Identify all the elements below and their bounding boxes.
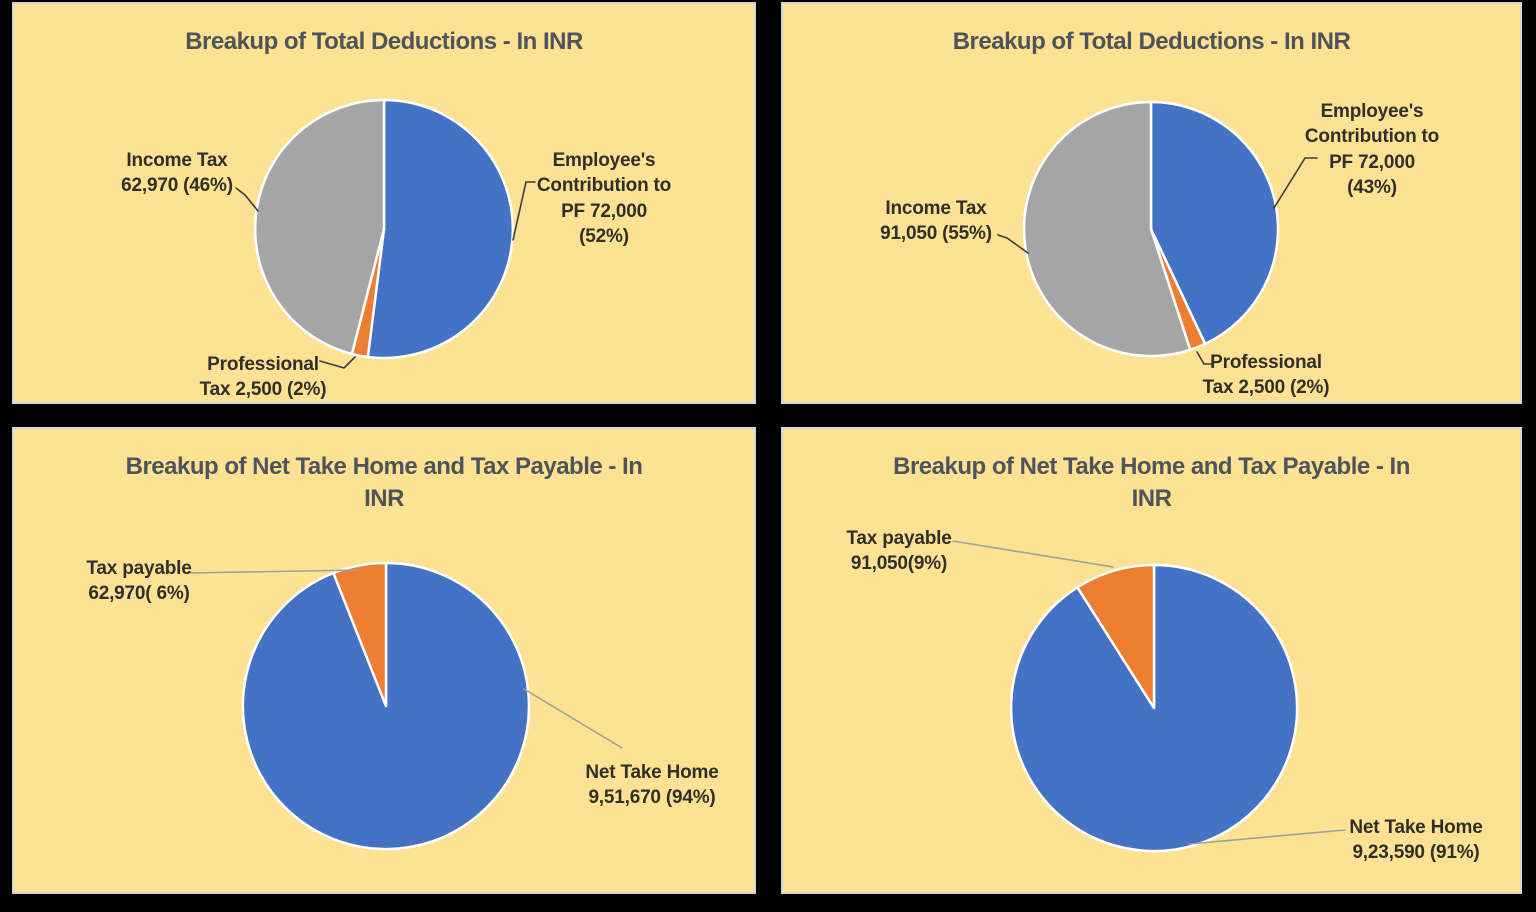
chart-panel-total-deductions-2: Breakup of Total Deductions - In INR Inc… [781, 2, 1522, 404]
leader-lines [952, 540, 1346, 845]
chart-title-line: Breakup of Net Take Home and Tax Payable… [125, 453, 643, 480]
pie-slice-employees-pf [366, 98, 515, 360]
data-label-employees-pf: Employee's Contribution to PF 72,000 (52… [519, 148, 689, 250]
chart-panel-total-deductions-1: Breakup of Total Deductions - In INR Inc… [12, 2, 756, 404]
chart-title: Breakup of Total Deductions - In INR [783, 26, 1520, 58]
data-label-employees-pf: Employee's Contribution to PF 72,000 (43… [1292, 99, 1452, 201]
chart-title-line: Breakup of Net Take Home and Tax Payable… [893, 453, 1410, 480]
pie-chart [1009, 563, 1299, 853]
label-line: Income Tax [885, 198, 987, 219]
label-line: Net Take Home [585, 762, 719, 783]
chart-title-line: INR [364, 484, 404, 512]
label-line: 62,970 (46%) [121, 175, 233, 197]
leader-line-employees-pf [512, 181, 536, 241]
pie-chart [1022, 100, 1280, 358]
leader-lines [189, 569, 623, 749]
leader-lines [997, 157, 1318, 365]
label-line: Income Tax [126, 150, 228, 171]
chart-title-line: Breakup of Total Deductions - In INR [185, 28, 583, 55]
label-line: Tax 2,500 (2%) [1202, 377, 1330, 399]
leader-line-tax-payable [189, 569, 361, 574]
label-line: Contribution to [536, 175, 672, 197]
label-line: Tax payable [86, 558, 192, 579]
chart-title: Breakup of Net Take Home and Tax Payable… [783, 451, 1520, 514]
label-line: PF 72,000 [1329, 151, 1415, 173]
data-label-net-take-home: Net Take Home 9,51,670 (94%) [567, 760, 737, 811]
label-line: 9,23,590 (91%) [1352, 842, 1480, 864]
label-line: 91,050 (55%) [880, 223, 992, 245]
pie-chart [253, 98, 515, 360]
pie-chart [241, 561, 531, 851]
pie-slice-tax-payable [1076, 563, 1156, 710]
chart-title: Breakup of Net Take Home and Tax Payable… [14, 451, 754, 514]
data-label-professional-tax: Professional Tax 2,500 (2%) [1186, 350, 1346, 401]
leader-line-income-tax [997, 234, 1029, 254]
chart-title: Breakup of Total Deductions - In INR [14, 26, 754, 58]
label-line: Tax 2,500 (2%) [199, 379, 327, 401]
label-line: Employee's [552, 150, 656, 171]
label-line: 91,050(9%) [850, 553, 948, 575]
leader-line-income-tax [235, 187, 259, 212]
label-line: (52%) [579, 226, 629, 248]
label-line: Professional [207, 354, 319, 375]
label-line: Professional [1210, 352, 1322, 373]
label-line: Contribution to [1304, 126, 1440, 148]
data-label-income-tax: Income Tax 91,050 (55%) [856, 196, 1016, 247]
pie-slice-income-tax [253, 98, 386, 356]
label-line: Employee's [1320, 101, 1424, 122]
leader-line-employees-pf [1273, 157, 1318, 209]
leader-line-net-take-home [1188, 829, 1346, 845]
data-label-tax-payable: Tax payable 91,050(9%) [819, 526, 979, 577]
leader-lines [235, 181, 536, 369]
chart-title-line: Breakup of Total Deductions - In INR [952, 28, 1351, 55]
label-line: 9,51,670 (94%) [588, 787, 716, 809]
pie-slice-income-tax [1022, 100, 1192, 358]
data-label-net-take-home: Net Take Home 9,23,590 (91%) [1331, 815, 1501, 866]
pie-slice-employees-pf [1149, 100, 1280, 346]
chart-title-line: INR [1131, 484, 1172, 512]
leader-line-net-take-home [523, 688, 623, 749]
leader-line-professional-tax [1196, 351, 1214, 365]
pie-slice-tax-payable [332, 561, 388, 708]
leader-line-professional-tax [319, 356, 356, 369]
chart-panel-net-take-home-1: Breakup of Net Take Home and Tax Payable… [12, 427, 756, 894]
label-line: 62,970( 6%) [88, 583, 190, 605]
label-line: (43%) [1347, 177, 1397, 199]
label-line: PF 72,000 [561, 200, 647, 222]
chart-panel-net-take-home-2: Breakup of Net Take Home and Tax Payable… [781, 427, 1522, 894]
leader-line-tax-payable [952, 540, 1114, 568]
label-line: Tax payable [846, 528, 952, 549]
data-label-income-tax: Income Tax 62,970 (46%) [87, 148, 267, 199]
data-label-tax-payable: Tax payable 62,970( 6%) [59, 556, 219, 607]
label-line: Net Take Home [1349, 817, 1483, 838]
data-label-professional-tax: Professional Tax 2,500 (2%) [173, 352, 353, 402]
